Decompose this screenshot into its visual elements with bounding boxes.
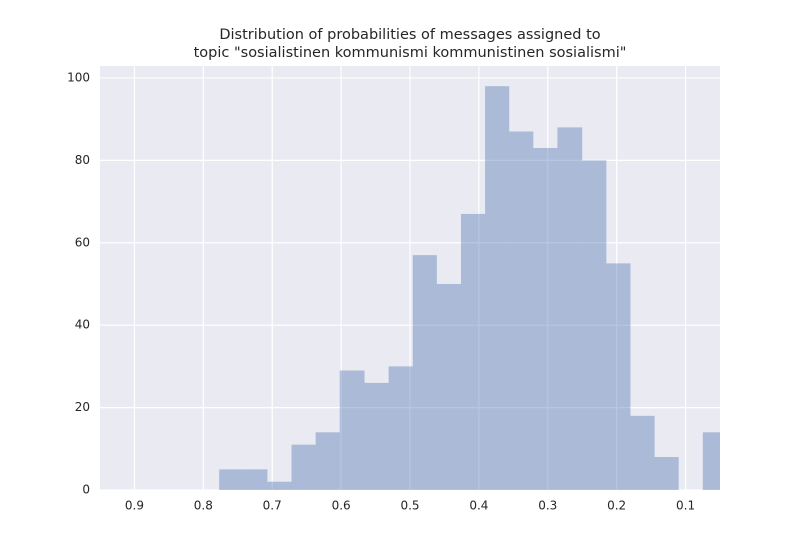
bar (460, 213, 486, 490)
x-tick-label: 0.4 (469, 499, 488, 513)
y-tick-label: 0 (82, 483, 90, 497)
y-tick-label: 80 (75, 153, 90, 167)
bar (582, 160, 607, 490)
x-tick-label: 0.3 (538, 499, 557, 513)
bar (267, 481, 292, 490)
bar (339, 370, 365, 490)
bar (485, 86, 510, 490)
x-tick-label: 0.5 (400, 499, 419, 513)
bar (291, 444, 316, 490)
bar (630, 415, 655, 490)
bar (364, 382, 389, 490)
chart-title: topic "sosialistinen kommunismi kommunis… (194, 45, 627, 61)
bar (509, 131, 534, 490)
bars (219, 86, 720, 490)
x-tick-label: 0.7 (263, 499, 282, 513)
bar (388, 366, 413, 490)
bar (606, 263, 631, 490)
x-tick-label: 0.2 (607, 499, 626, 513)
chart-title: Distribution of probabilities of message… (219, 27, 600, 43)
y-tick-label: 100 (67, 70, 90, 84)
y-tick-label: 20 (75, 400, 90, 414)
x-tick-label: 0.8 (194, 499, 213, 513)
x-tick-label: 0.9 (125, 499, 144, 513)
bar (533, 147, 558, 490)
bar (412, 255, 437, 490)
y-tick-label: 60 (75, 235, 90, 249)
bar (436, 283, 461, 490)
y-tick-label: 40 (75, 318, 90, 332)
bar (557, 127, 583, 490)
bar (654, 457, 679, 490)
x-tick-label: 0.1 (676, 499, 695, 513)
bar (219, 469, 244, 490)
bar (315, 432, 340, 490)
bar (702, 432, 720, 490)
bar (243, 469, 268, 490)
grid (100, 66, 720, 491)
x-tick-label: 0.6 (332, 499, 351, 513)
